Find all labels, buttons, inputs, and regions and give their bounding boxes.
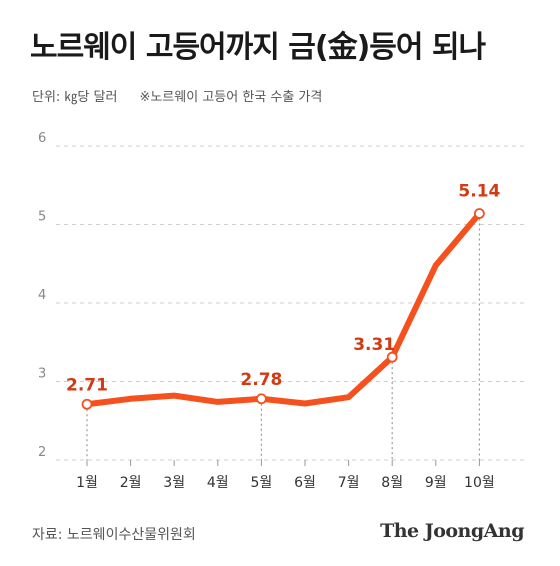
data-label: 3.31 [353,335,395,355]
y-tick-label: 6 [38,131,46,146]
unit-label: 단위: ㎏당 달러 [32,90,118,105]
x-tick-label: 1월 [76,475,98,491]
data-point [473,208,485,219]
series-line [84,210,483,408]
y-tick-label: 2 [38,445,46,460]
data-point [386,351,398,363]
source-text: 자료: 노르웨이수산물위원회 [32,527,196,543]
data-label: 5.14 [458,182,500,202]
chart-subtitle: 단위: ㎏당 달러 ※노르웨이 고등어 한국 수출 가격 [32,86,322,105]
data-point [255,393,267,405]
chart-title: 노르웨이 고등어까지 금(金)등어 되나 [30,30,486,65]
data-point [81,398,93,410]
y-tick-label: 4 [38,288,46,303]
x-tick-label: 2월 [120,475,142,491]
x-tick-label: 8월 [381,475,403,491]
brand-logo: The JoongAng [380,520,524,542]
y-tick-label: 5 [38,210,46,225]
x-tick-label: 9월 [425,475,447,491]
x-tick-label: 6월 [294,475,316,491]
y-tick-label: 3 [38,367,46,382]
chart-note: ※노르웨이 고등어 한국 수출 가격 [139,90,323,105]
x-tick-label: 3월 [163,475,185,491]
x-tick-label: 4월 [207,475,229,491]
x-tick-label: 10월 [464,475,495,491]
x-tick-label: 7월 [338,475,360,491]
x-tick-label: 5월 [251,475,273,491]
data-label: 2.71 [66,375,108,395]
data-label: 2.78 [240,370,282,390]
